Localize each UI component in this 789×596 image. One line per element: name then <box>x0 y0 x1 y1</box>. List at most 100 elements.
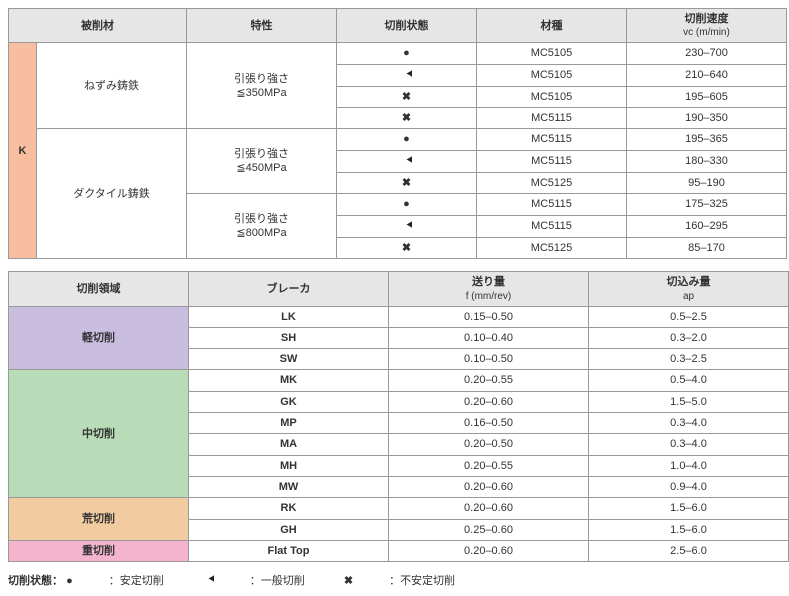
feed-cell: 0.20–0.60 <box>389 476 589 497</box>
th-breaker: ブレーカ <box>189 272 389 306</box>
grade-cell: MC5105 <box>477 43 627 64</box>
depth-cell: 1.0–4.0 <box>589 455 789 476</box>
circle-icon: ● <box>403 47 410 59</box>
speed-cell: 175–325 <box>627 194 787 215</box>
depth-cell: 0.3–2.0 <box>589 327 789 348</box>
depth-cell: 0.5–2.5 <box>589 306 789 327</box>
cutting-region-table: 切削領域 ブレーカ 送り量 f (mm/rev) 切込み量 ap 軽切削LK0.… <box>8 271 789 562</box>
state-cell: ● <box>337 194 477 215</box>
th-grade: 材種 <box>477 9 627 43</box>
region-cell: 荒切削 <box>9 498 189 541</box>
table-row: 荒切削RK0.20–0.601.5–6.0 <box>9 498 789 519</box>
depth-cell: 0.3–2.5 <box>589 349 789 370</box>
feed-cell: 0.16–0.50 <box>389 413 589 434</box>
feed-cell: 0.25–0.60 <box>389 519 589 540</box>
th-depth-label: 切込み量 <box>667 276 711 288</box>
th-state: 切削状態 <box>337 9 477 43</box>
circle-icon: ● <box>403 198 410 210</box>
pac-icon <box>401 221 412 233</box>
property-cell: 引張り強さ≦350MPa <box>187 43 337 129</box>
grade-cell: MC5115 <box>477 129 627 150</box>
depth-cell: 0.3–4.0 <box>589 413 789 434</box>
region-cell: 重切削 <box>9 540 189 561</box>
feed-cell: 0.20–0.60 <box>389 498 589 519</box>
speed-cell: 160–295 <box>627 215 787 237</box>
depth-cell: 1.5–6.0 <box>589 498 789 519</box>
breaker-cell: Flat Top <box>189 540 389 561</box>
state-cell: ● <box>337 129 477 150</box>
pac-icon <box>203 575 214 587</box>
legend-stable: ●：安定切削 <box>66 575 182 587</box>
speed-cell: 180–330 <box>627 150 787 172</box>
legend: 切削状態： ●：安定切削 ：一般切削 ✖：不安定切削 <box>8 572 781 588</box>
grade-cell: MC5105 <box>477 64 627 86</box>
grade-cell: MC5125 <box>477 237 627 258</box>
state-cell <box>337 215 477 237</box>
breaker-cell: SW <box>189 349 389 370</box>
cross-icon: ✖ <box>402 242 411 254</box>
state-cell: ✖ <box>337 173 477 194</box>
grade-cell: MC5125 <box>477 173 627 194</box>
feed-cell: 0.15–0.50 <box>389 306 589 327</box>
table-row: 中切削MK0.20–0.550.5–4.0 <box>9 370 789 391</box>
th-speed-unit: vc (m/min) <box>633 26 780 39</box>
property-cell: 引張り強さ≦800MPa <box>187 194 337 259</box>
grade-cell: MC5115 <box>477 108 627 129</box>
grade-cell: MC5115 <box>477 215 627 237</box>
feed-cell: 0.20–0.60 <box>389 540 589 561</box>
property-cell: 引張り強さ≦450MPa <box>187 129 337 194</box>
breaker-cell: GH <box>189 519 389 540</box>
table-row: 重切削Flat Top0.20–0.602.5–6.0 <box>9 540 789 561</box>
th-region: 切削領域 <box>9 272 189 306</box>
depth-cell: 2.5–6.0 <box>589 540 789 561</box>
table-row: Kねずみ鋳鉄引張り強さ≦350MPa●MC5105230–700 <box>9 43 787 64</box>
legend-general: ：一般切削 <box>203 575 323 587</box>
state-cell <box>337 150 477 172</box>
th-speed-label: 切削速度 <box>685 13 729 25</box>
speed-cell: 190–350 <box>627 108 787 129</box>
depth-cell: 1.5–6.0 <box>589 519 789 540</box>
th-depth: 切込み量 ap <box>589 272 789 306</box>
feed-cell: 0.20–0.55 <box>389 455 589 476</box>
material-cell: ねずみ鋳鉄 <box>37 43 187 129</box>
depth-cell: 1.5–5.0 <box>589 391 789 412</box>
th-speed: 切削速度 vc (m/min) <box>627 9 787 43</box>
feed-cell: 0.20–0.50 <box>389 434 589 455</box>
th-depth-unit: ap <box>595 290 782 303</box>
breaker-cell: GK <box>189 391 389 412</box>
legend-unstable: ✖：不安定切削 <box>344 575 473 587</box>
circle-icon: ● <box>66 575 73 587</box>
feed-cell: 0.20–0.60 <box>389 391 589 412</box>
th-property: 特性 <box>187 9 337 43</box>
region-cell: 中切削 <box>9 370 189 498</box>
speed-cell: 95–190 <box>627 173 787 194</box>
th-feed-label: 送り量 <box>472 276 505 288</box>
th-feed-unit: f (mm/rev) <box>395 290 582 303</box>
cross-icon: ✖ <box>402 177 411 189</box>
breaker-cell: LK <box>189 306 389 327</box>
th-feed: 送り量 f (mm/rev) <box>389 272 589 306</box>
cross-icon: ✖ <box>344 575 353 587</box>
breaker-cell: MH <box>189 455 389 476</box>
state-cell: ✖ <box>337 237 477 258</box>
cross-icon: ✖ <box>402 112 411 124</box>
table-row: 軽切削LK0.15–0.500.5–2.5 <box>9 306 789 327</box>
breaker-cell: MA <box>189 434 389 455</box>
state-cell <box>337 64 477 86</box>
depth-cell: 0.9–4.0 <box>589 476 789 497</box>
pac-icon <box>401 70 412 82</box>
cross-icon: ✖ <box>402 91 411 103</box>
breaker-cell: MW <box>189 476 389 497</box>
state-cell: ✖ <box>337 108 477 129</box>
circle-icon: ● <box>403 133 410 145</box>
speed-cell: 195–605 <box>627 86 787 107</box>
region-cell: 軽切削 <box>9 306 189 370</box>
table-row: ダクタイル鋳鉄引張り強さ≦450MPa●MC5115195–365 <box>9 129 787 150</box>
k-cell: K <box>9 43 37 259</box>
speed-cell: 85–170 <box>627 237 787 258</box>
material-cell: ダクタイル鋳鉄 <box>37 129 187 259</box>
breaker-cell: MP <box>189 413 389 434</box>
depth-cell: 0.5–4.0 <box>589 370 789 391</box>
breaker-cell: MK <box>189 370 389 391</box>
grade-cell: MC5115 <box>477 150 627 172</box>
